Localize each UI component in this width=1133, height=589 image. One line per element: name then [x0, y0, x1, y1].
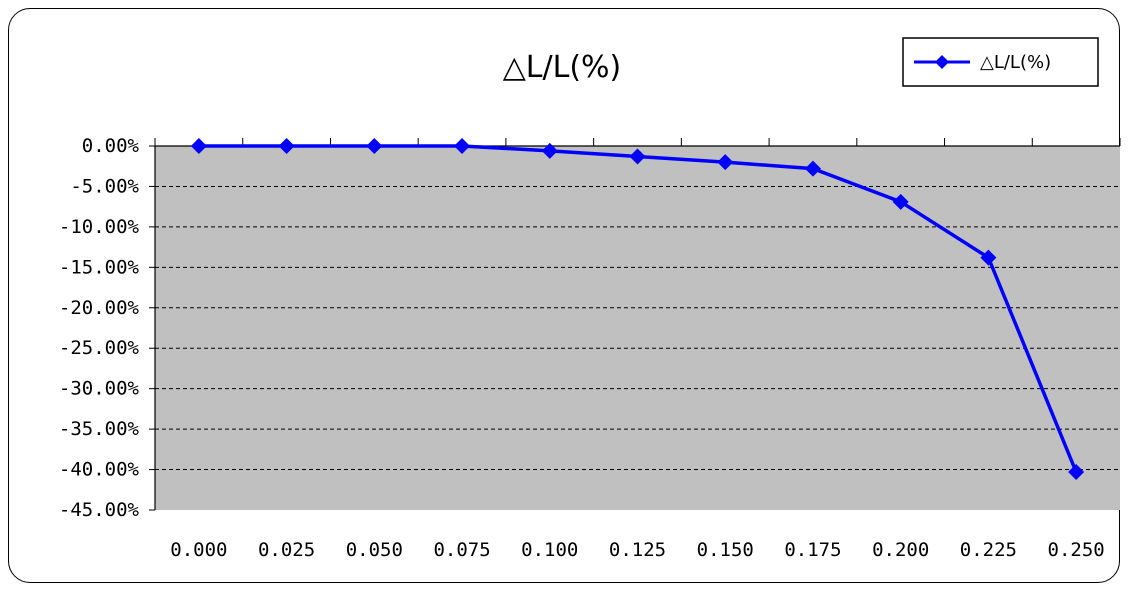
y-tick-label: -10.00% — [59, 216, 140, 238]
y-tick-label: -25.00% — [59, 337, 140, 359]
series-layer — [190, 138, 1085, 480]
data-point — [980, 249, 997, 266]
data-point — [541, 142, 558, 159]
x-axis: 0.000 0.025 0.050 0.075 0.100 0.125 0.150 0.175… — [154, 138, 1121, 561]
x-tick-label: 0.250 — [1048, 539, 1105, 561]
y-tick-label: 0.00% — [82, 135, 140, 157]
x-tick-label: 0.150 — [697, 539, 754, 561]
data-point — [892, 193, 909, 210]
legend-marker — [935, 55, 949, 69]
x-tick-label: 0.075 — [433, 539, 490, 561]
data-point — [804, 160, 821, 177]
x-tick-label: 0.200 — [872, 539, 929, 561]
data-point — [1068, 463, 1085, 480]
data-point — [717, 154, 734, 171]
y-tick-label: -5.00% — [70, 175, 139, 197]
y-tick-label: -15.00% — [59, 256, 140, 278]
y-tick-label: -20.00% — [59, 297, 140, 319]
data-point — [629, 148, 646, 165]
x-tick-label: 0.175 — [784, 539, 841, 561]
x-tick-label: 0.000 — [170, 539, 227, 561]
data-point — [454, 138, 471, 154]
x-tick-label: 0.100 — [521, 539, 578, 561]
data-point — [190, 138, 207, 154]
data-point — [278, 138, 295, 154]
y-tick-label: -30.00% — [59, 378, 140, 400]
x-tick-label: 0.050 — [346, 539, 403, 561]
chart-title: △L/L(%) — [503, 50, 622, 85]
data-point — [366, 138, 383, 154]
x-tick-label: 0.025 — [258, 539, 315, 561]
legend: △L/L(%) — [902, 37, 1099, 87]
x-tick-label: 0.125 — [609, 539, 666, 561]
y-tick-label: -45.00% — [59, 499, 140, 521]
x-tick-label: 0.225 — [960, 539, 1017, 561]
y-tick-label: -35.00% — [59, 418, 140, 440]
legend-label: △L/L(%) — [980, 52, 1051, 73]
plot-area — [155, 146, 1120, 510]
y-tick-label: -40.00% — [59, 459, 140, 481]
y-axis: 0.00% -5.00% -10.00% -15.00% -20.00% -25.00% -… — [59, 135, 156, 521]
